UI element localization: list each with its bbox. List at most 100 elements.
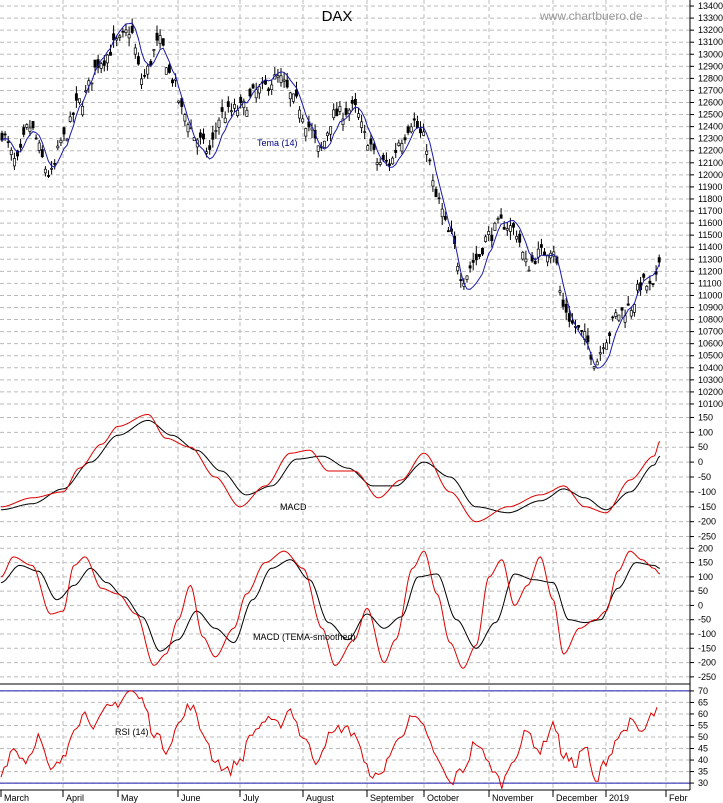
candle-body [19,143,23,148]
candle-body [239,96,243,104]
candle-body [136,56,140,65]
price-ytick-label: 11700 [698,206,722,216]
candle-body [586,335,590,343]
macd-ytick-label: -150 [698,502,716,512]
macd-tema-fast-line [0,550,661,669]
candle-body [512,223,515,228]
rsi-series [0,690,690,789]
candle-body [440,208,444,218]
month-label: Febr [669,793,688,803]
candle-body [636,283,639,291]
candle-body [226,101,230,108]
candle-body [22,127,26,135]
candle-body [391,157,395,165]
candle-body [360,121,364,128]
candle-body [446,230,450,233]
candle-body [527,269,531,272]
candle-body [161,38,165,46]
candle-body [16,150,19,157]
candle-body [632,304,636,313]
candle-body [341,118,345,125]
candle-body [205,151,209,154]
candle-body [133,47,137,55]
candle-body [443,215,447,220]
candle-body [267,88,271,92]
watermark: www.chartbuero.de [539,9,643,23]
candle-body [71,112,75,115]
chart-title: DAX [322,8,353,25]
rsi-ytick-label: 65 [698,697,708,707]
candle-body [285,79,289,88]
candle-body [183,114,187,122]
candle-body [31,121,35,129]
macd_tema-ytick-label: 200 [698,543,713,553]
candle-body [481,247,484,255]
candle-body [326,132,329,137]
macd_tema-ytick-label: -50 [698,615,711,625]
price-ytick-label: 12900 [698,61,723,71]
rsi-ytick-label: 55 [698,720,708,730]
candle-body [28,127,32,132]
candle-body [295,89,298,97]
candle-body [657,257,661,263]
candle-body [245,109,249,117]
candle-body [257,86,261,94]
price-ytick-label: 10200 [698,387,723,397]
price-ytick-label: 12000 [698,170,723,180]
candle-body [434,188,438,198]
candle-body [34,137,38,140]
price-ytick-label: 11000 [698,290,722,300]
month-label: March [4,793,29,803]
candle-body [202,133,205,140]
candle-body [493,222,497,231]
price-ytick-label: 10500 [698,351,723,361]
candle-body [214,130,218,132]
price-ytick-label: 12400 [698,122,723,132]
candle-body [561,299,565,307]
candle-body [0,132,4,141]
candle-body [409,126,413,133]
macd-ytick-label: -50 [698,472,711,482]
candle-body [236,109,240,116]
candle-body [301,118,305,123]
candle-body [102,60,106,66]
price-ytick-label: 10100 [698,399,723,409]
price-ytick-label: 11300 [698,254,722,264]
candle-body [211,132,215,140]
price-series [0,18,661,371]
candle-body [564,303,568,313]
candle-body [115,38,119,41]
candle-body [471,259,475,263]
candle-body [298,109,302,119]
candle-body [304,128,308,137]
month-label: November [492,793,534,803]
candle-body [338,106,342,112]
rsi-ytick-label: 45 [698,744,708,754]
tema-annotation: Tema (14) [257,138,298,148]
candle-body [595,361,599,366]
candle-body [496,218,500,221]
price-ytick-label: 12300 [698,134,723,144]
rsi-line [0,690,658,789]
candle-body [74,93,78,101]
candle-body [146,65,150,75]
candle-body [580,330,584,332]
rsi-ytick-label: 35 [698,767,708,777]
candle-body [25,124,29,128]
price-ytick-label: 13200 [698,25,723,35]
candle-body [601,347,605,350]
candle-body [499,214,503,219]
candle-body [363,131,367,133]
candle-body [629,310,633,317]
candle-body [12,158,16,167]
candle-body [171,79,174,84]
month-label: 2019 [609,793,629,803]
macd-label: MACD [280,502,307,512]
price-ytick-label: 11400 [698,242,722,252]
candle-body [149,61,153,66]
candle-body [381,154,385,161]
price-ytick-label: 10900 [698,303,723,313]
